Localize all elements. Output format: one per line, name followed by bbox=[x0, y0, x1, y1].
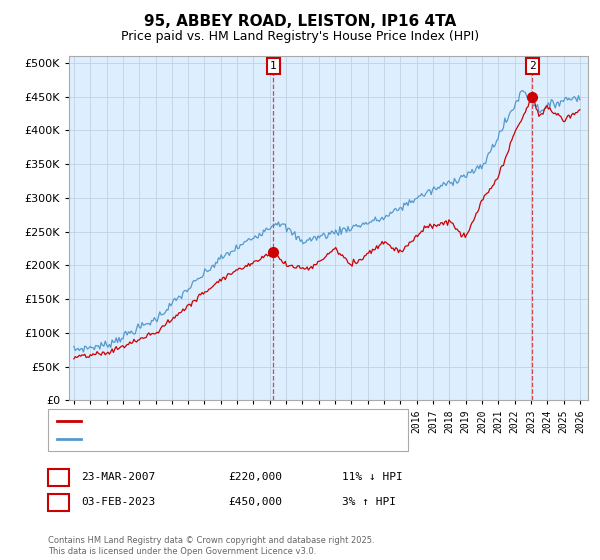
Text: 11% ↓ HPI: 11% ↓ HPI bbox=[342, 472, 403, 482]
Text: 3% ↑ HPI: 3% ↑ HPI bbox=[342, 497, 396, 507]
Text: 03-FEB-2023: 03-FEB-2023 bbox=[81, 497, 155, 507]
Text: £220,000: £220,000 bbox=[228, 472, 282, 482]
Text: Price paid vs. HM Land Registry's House Price Index (HPI): Price paid vs. HM Land Registry's House … bbox=[121, 30, 479, 43]
Text: 1: 1 bbox=[270, 61, 277, 71]
Text: HPI: Average price, detached house, East Suffolk: HPI: Average price, detached house, East… bbox=[85, 434, 340, 444]
Text: £450,000: £450,000 bbox=[228, 497, 282, 507]
Text: 23-MAR-2007: 23-MAR-2007 bbox=[81, 472, 155, 482]
Text: Contains HM Land Registry data © Crown copyright and database right 2025.
This d: Contains HM Land Registry data © Crown c… bbox=[48, 536, 374, 556]
Text: 2: 2 bbox=[55, 497, 62, 507]
Text: 95, ABBEY ROAD, LEISTON, IP16 4TA (detached house): 95, ABBEY ROAD, LEISTON, IP16 4TA (detac… bbox=[85, 416, 370, 426]
Text: 95, ABBEY ROAD, LEISTON, IP16 4TA: 95, ABBEY ROAD, LEISTON, IP16 4TA bbox=[144, 14, 456, 29]
Text: 1: 1 bbox=[55, 472, 62, 482]
Text: 2: 2 bbox=[529, 61, 536, 71]
